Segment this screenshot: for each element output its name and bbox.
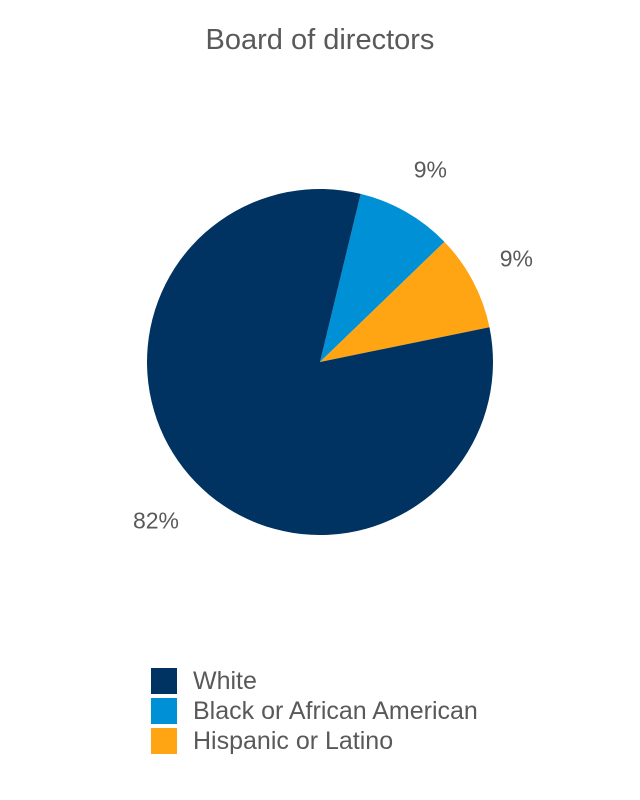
legend-label: White: [193, 666, 257, 695]
pie-slice-white: [146, 188, 494, 535]
data-label: 9%: [414, 156, 447, 182]
legend: White Black or African American Hispanic…: [151, 666, 478, 756]
legend-swatch: [151, 698, 177, 724]
data-label: 82%: [133, 507, 179, 533]
legend-swatch: [151, 728, 177, 754]
chart-title: Board of directors: [205, 24, 435, 56]
pie-slice-hispanic-or-latino: [320, 241, 490, 362]
legend-swatch: [151, 668, 177, 694]
legend-item-hispanic: Hispanic or Latino: [151, 726, 478, 756]
legend-label: Hispanic or Latino: [193, 726, 394, 755]
legend-label: Black or African American: [193, 696, 478, 725]
pie-slice-black-or-african-american: [320, 193, 445, 362]
data-label: 9%: [500, 245, 533, 271]
legend-item-white: White: [151, 666, 478, 696]
pie-chart: 9% 9% 82%: [133, 156, 533, 535]
legend-item-black: Black or African American: [151, 696, 478, 726]
